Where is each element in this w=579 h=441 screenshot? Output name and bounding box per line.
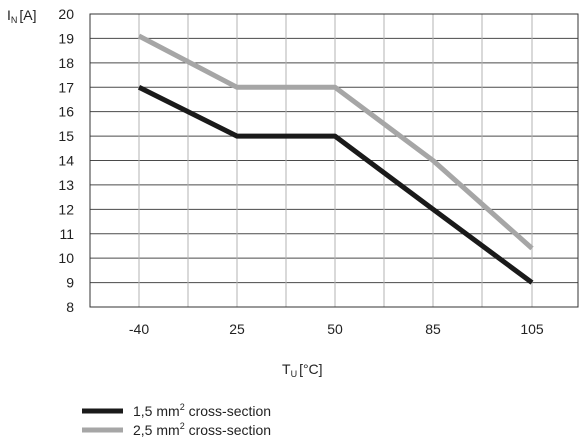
y-tick-label: 16 bbox=[58, 104, 74, 120]
legend-label-1-pre: 1,5 mm bbox=[133, 403, 180, 419]
y-tick-label: 8 bbox=[66, 299, 74, 315]
y-tick-label: 9 bbox=[66, 275, 74, 291]
y-tick-label: 19 bbox=[58, 30, 74, 46]
x-tick-labels: -40 25 50 85 105 bbox=[129, 321, 544, 337]
y-tick-labels: 8 9 10 11 12 13 14 15 16 17 18 19 20 bbox=[58, 6, 74, 315]
legend-label-2-pre: 2,5 mm bbox=[133, 422, 180, 438]
y-axis-title-sub: N bbox=[11, 15, 18, 25]
x-axis-title-unit: [°C] bbox=[299, 361, 323, 377]
y-tick-label: 20 bbox=[58, 6, 74, 22]
y-axis-title-unit: [A] bbox=[19, 7, 36, 23]
x-axis-title-sub: U bbox=[291, 369, 298, 379]
y-axis-title-main: I bbox=[7, 7, 11, 23]
x-tick-label: 105 bbox=[520, 321, 544, 337]
y-tick-label: 14 bbox=[58, 153, 74, 169]
y-tick-label: 18 bbox=[58, 55, 74, 71]
x-tick-label: -40 bbox=[129, 321, 149, 337]
legend-label-1-post: cross-section bbox=[185, 403, 271, 419]
y-tick-label: 10 bbox=[58, 250, 74, 266]
x-axis-title: TU [°C] bbox=[282, 361, 323, 379]
plot-frame bbox=[89, 13, 579, 308]
y-axis-title: IN [A] bbox=[7, 7, 37, 25]
legend-label-2-sup: 2 bbox=[180, 421, 185, 431]
y-tick-label: 12 bbox=[58, 201, 74, 217]
x-tick-label: 50 bbox=[327, 321, 343, 337]
y-tick-label: 11 bbox=[59, 226, 74, 242]
y-tick-label: 17 bbox=[58, 79, 74, 95]
y-tick-label: 13 bbox=[58, 177, 74, 193]
legend-label-2-post: cross-section bbox=[185, 422, 271, 438]
series-lines bbox=[137, 33, 534, 285]
y-tick-label: 15 bbox=[58, 128, 74, 144]
legend-label-1-sup: 2 bbox=[180, 402, 185, 412]
x-tick-label: 25 bbox=[229, 321, 245, 337]
x-tick-label: 85 bbox=[425, 321, 441, 337]
legend-label-1: 1,5 mm2 cross-section bbox=[133, 402, 271, 419]
x-axis-title-main: T bbox=[282, 361, 291, 377]
legend: 1,5 mm2 cross-section 2,5 mm2 cross-sect… bbox=[82, 402, 271, 438]
legend-label-2: 2,5 mm2 cross-section bbox=[133, 421, 271, 438]
